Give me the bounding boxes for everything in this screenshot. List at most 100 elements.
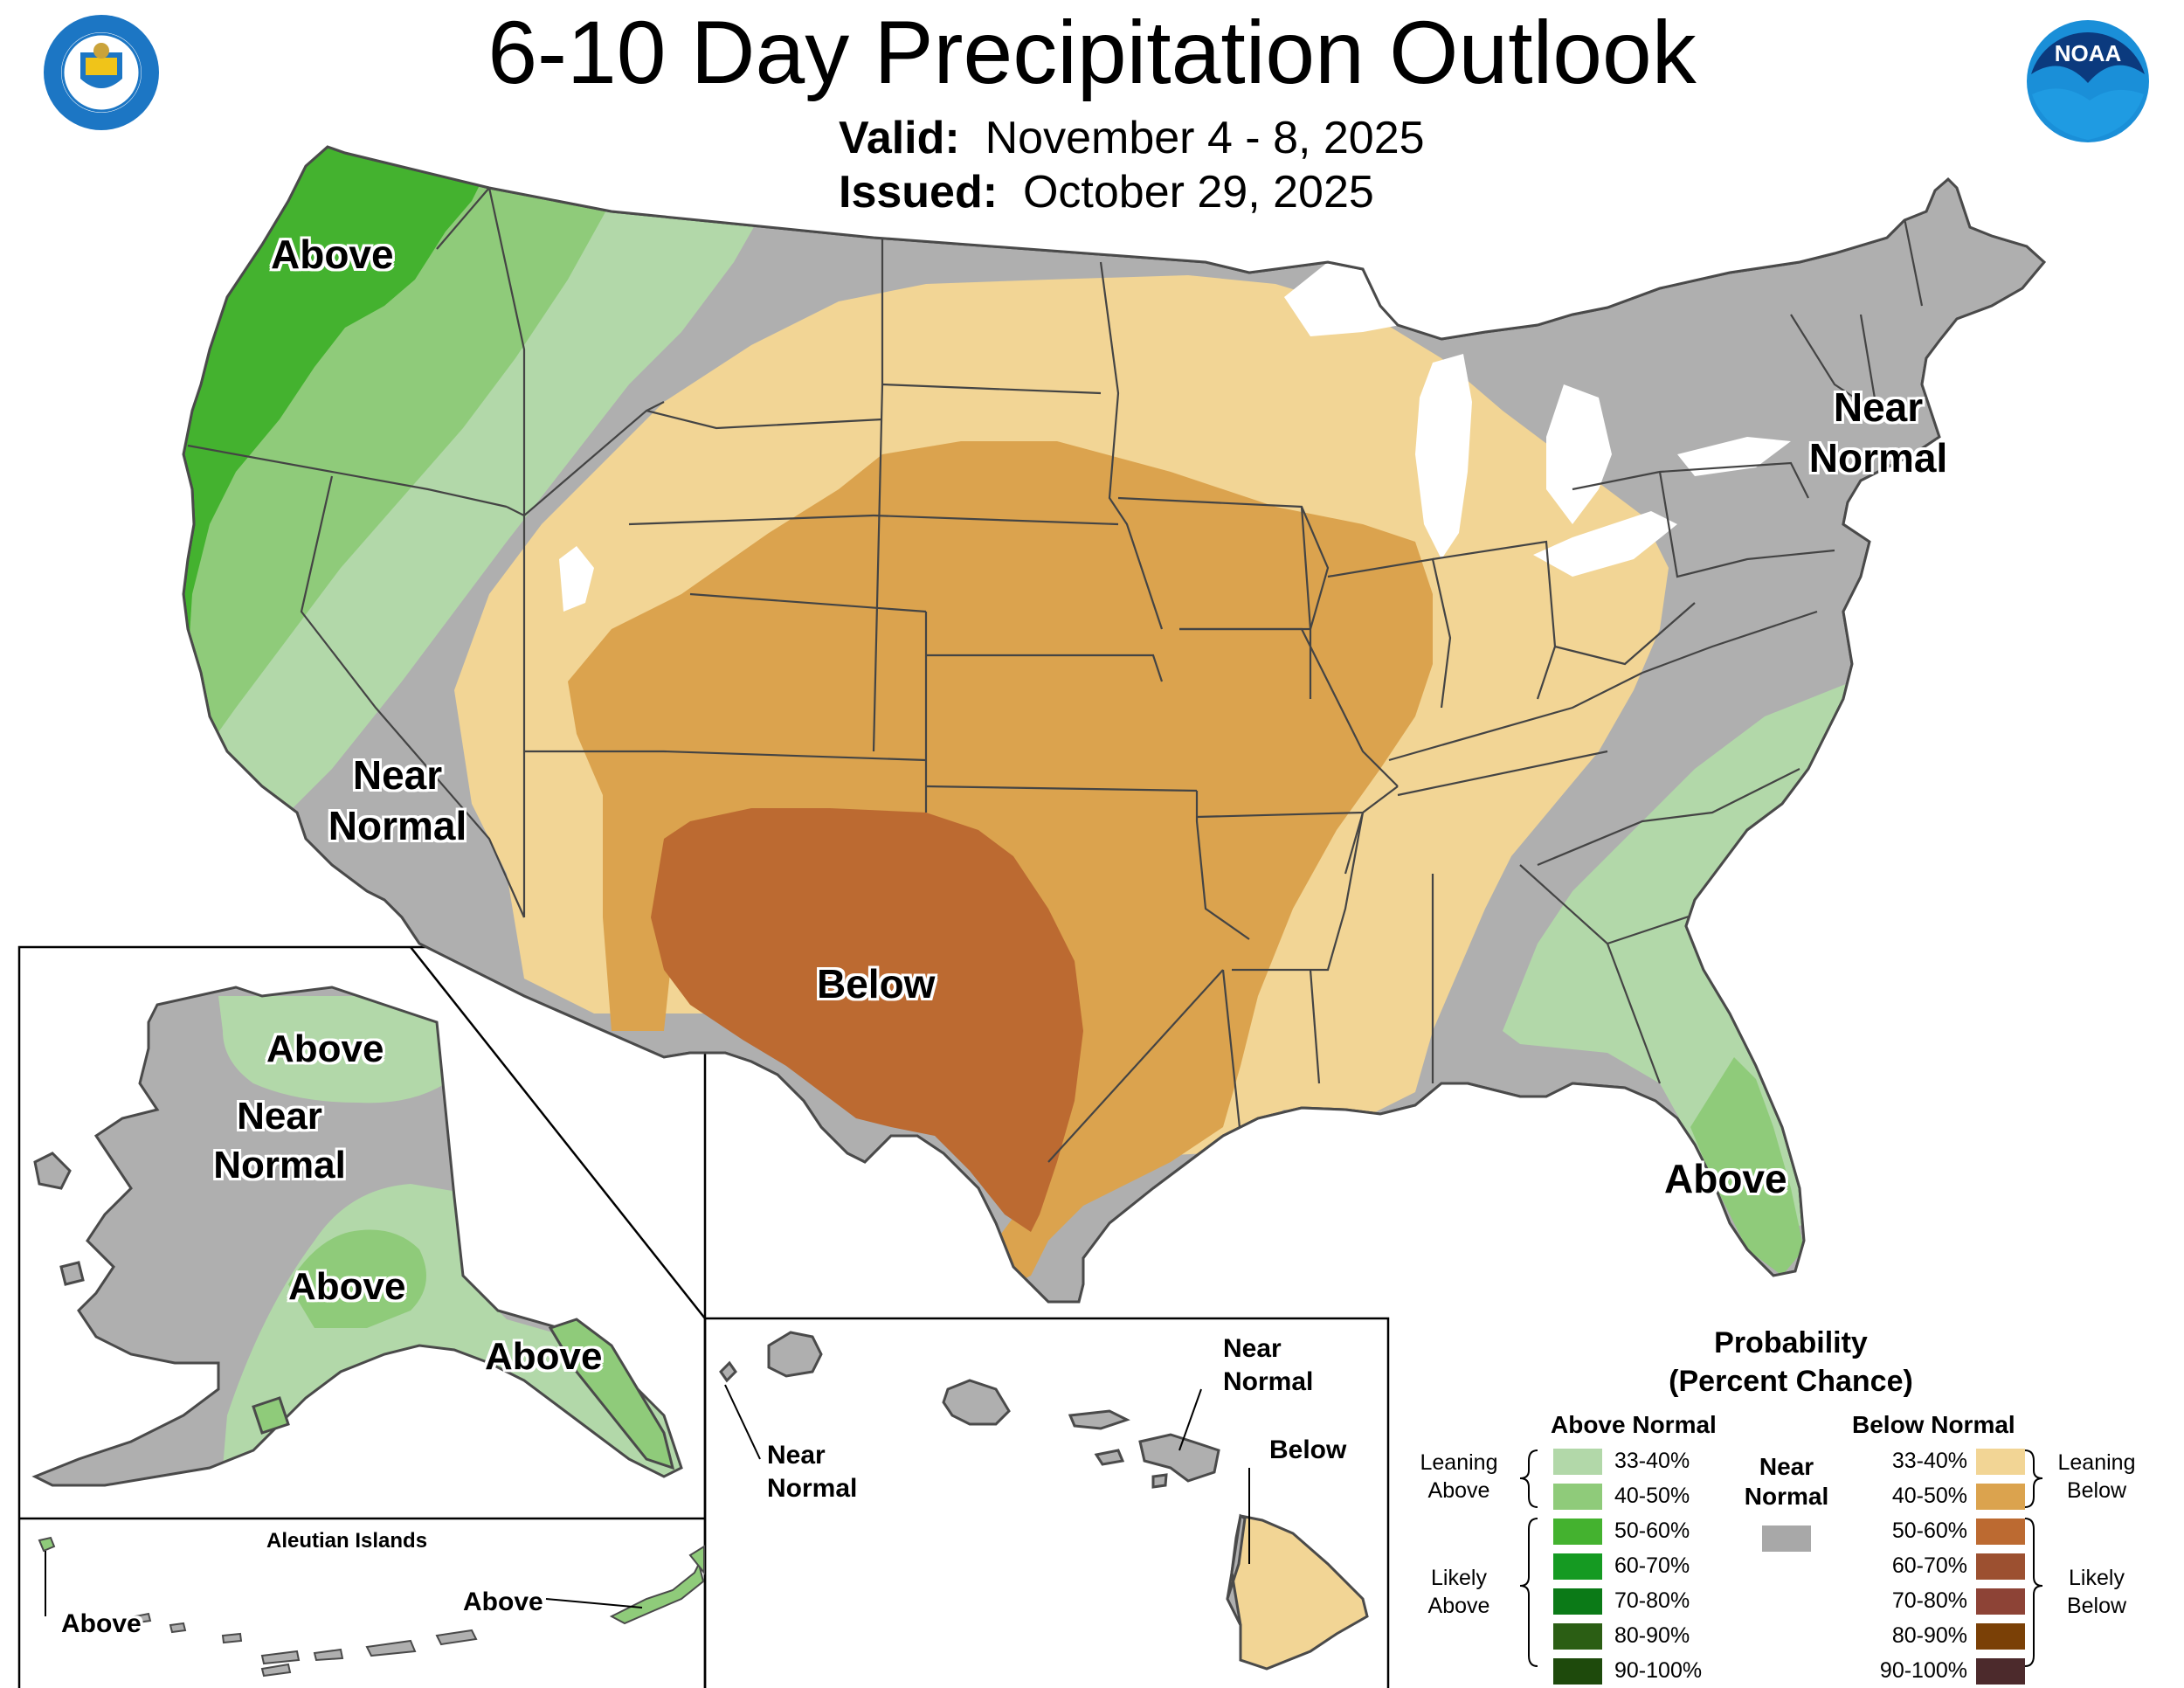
label-near: Near xyxy=(1223,1334,1282,1363)
legend-swatch-above-50-60% xyxy=(1553,1519,1602,1545)
legend-leaning-word: Leaning xyxy=(2057,1450,2136,1475)
legend-swatch-above-33-40% xyxy=(1553,1449,1602,1475)
hawaii-map xyxy=(719,1331,1369,1671)
legend-range-below: 50-60% xyxy=(1891,1519,1967,1543)
legend-range-above: 90-100% xyxy=(1614,1658,1703,1683)
legend-title-probability: Probability xyxy=(1714,1326,1868,1359)
legend-above-word: Above xyxy=(1427,1594,1490,1618)
legend-range-below: 80-90% xyxy=(1891,1623,1967,1648)
hi-label-near-normal-west: Near Normal xyxy=(767,1439,857,1505)
ak-above-40-50 xyxy=(288,1229,426,1328)
lake-huron xyxy=(1546,384,1612,524)
legend-swatch-below-80-90% xyxy=(1976,1623,2025,1650)
page-title: 6-10 Day Precipitation Outlook xyxy=(487,3,1697,102)
legend-near-word: Near xyxy=(1759,1453,1814,1480)
legend-range-below: 40-50% xyxy=(1891,1484,1967,1508)
ak-label-above-north: Above xyxy=(266,1027,384,1070)
ak-label-above-south: Above xyxy=(288,1265,406,1308)
legend-near-normal-label: Near Normal xyxy=(1734,1452,1839,1512)
valid-line: Valid: November 4 - 8, 2025 xyxy=(839,112,1425,164)
aleutian-title: Aleutian Islands xyxy=(266,1529,428,1553)
legend-likely-word: Likely xyxy=(2069,1566,2125,1590)
legend-range-above: 50-60% xyxy=(1614,1519,1690,1543)
legend-leaning-above: Leaning Above xyxy=(1411,1449,1507,1505)
ak-panhandle xyxy=(548,1318,675,1470)
label-near: Near xyxy=(1833,384,1924,430)
state-boundaries xyxy=(187,187,1924,1163)
legend-swatch-above-60-70% xyxy=(1553,1553,1602,1580)
hawaii-inset-frame xyxy=(703,1317,1390,1688)
ak-above-33-40-north xyxy=(218,996,446,1103)
lake-michigan xyxy=(1415,354,1472,559)
inset-frames xyxy=(17,945,1390,1688)
noaa-logo: NOAA xyxy=(2027,20,2149,142)
legend-swatch-above-80-90% xyxy=(1553,1623,1602,1650)
legend-below-word: Below xyxy=(2066,1594,2127,1618)
legend-title-percent: (Percent Chance) xyxy=(1669,1365,1913,1398)
legend-swatch-below-33-40% xyxy=(1976,1449,2025,1475)
label-below-south: Below xyxy=(817,961,936,1007)
legend-normal-word: Normal xyxy=(1744,1483,1829,1510)
legend-likely-below: Likely Below xyxy=(2049,1564,2145,1620)
lake-erie xyxy=(1533,511,1677,577)
legend-range-below: 60-70% xyxy=(1891,1553,1967,1578)
valid-label: Valid: xyxy=(839,113,960,163)
legend-leaning-below: Leaning Below xyxy=(2049,1449,2145,1505)
legend-above-header: Above Normal xyxy=(1551,1411,1717,1438)
legend-range-below: 70-80% xyxy=(1891,1588,1967,1613)
label-normal: Normal xyxy=(213,1144,346,1186)
hi-label-near-normal-east: Near Normal xyxy=(1223,1332,1313,1399)
legend-swatch-above-90-100% xyxy=(1553,1658,1602,1685)
label-near: Near xyxy=(767,1441,826,1470)
legend-swatch-below-50-60% xyxy=(1976,1519,2025,1545)
valid-dates: November 4 - 8, 2025 xyxy=(985,113,1425,163)
noaa-logo-text: NOAA xyxy=(2055,40,2122,66)
label-normal: Normal xyxy=(1223,1367,1314,1396)
aleutian-label-above-west: Above xyxy=(61,1609,142,1638)
legend-swatch-below-40-50% xyxy=(1976,1484,2025,1510)
legend-above-word: Above xyxy=(1427,1478,1490,1503)
hi-label-below: Below xyxy=(1269,1435,1347,1464)
legend-swatch-above-70-80% xyxy=(1553,1588,1602,1615)
legend-swatch-below-60-70% xyxy=(1976,1553,2025,1580)
legend-range-above: 33-40% xyxy=(1614,1449,1690,1473)
label-normal: Normal xyxy=(1808,435,1948,481)
lake-ontario xyxy=(1677,437,1791,476)
above-40-50-region-fl xyxy=(1690,1057,1804,1276)
label-near: Near xyxy=(237,1095,322,1138)
legend-braces xyxy=(1519,1449,2043,1667)
legend-swatch-below-70-80% xyxy=(1976,1588,2025,1615)
legend-likely-word: Likely xyxy=(1431,1566,1487,1590)
label-above-northwest: Above xyxy=(271,232,394,277)
label-normal: Normal xyxy=(767,1474,858,1503)
legend-range-above: 60-70% xyxy=(1614,1553,1690,1578)
legend-range-above: 70-80% xyxy=(1614,1588,1690,1613)
legend-swatch-near-normal xyxy=(1762,1525,1811,1552)
legend-range-above: 80-90% xyxy=(1614,1623,1690,1648)
issued-line: Issued: October 29, 2025 xyxy=(839,166,1374,218)
label-near: Near xyxy=(352,752,443,798)
aleutian-label-above-east: Above xyxy=(463,1588,543,1616)
aleutian-map xyxy=(38,1536,705,1678)
label-above-florida: Above xyxy=(1664,1156,1787,1201)
ak-label-near-normal: Near Normal xyxy=(183,1092,376,1190)
legend-below-word: Below xyxy=(2066,1478,2127,1503)
issued-date: October 29, 2025 xyxy=(1022,167,1374,218)
doc-seal-logo xyxy=(44,15,159,130)
label-near-normal-southwest: Near Normal xyxy=(301,750,494,851)
legend-leaning-word: Leaning xyxy=(1420,1450,1498,1475)
label-near-normal-northeast: Near Normal xyxy=(1782,382,1974,483)
below-50-60-region xyxy=(651,808,1083,1232)
legend-swatch-below-90-100% xyxy=(1976,1658,2025,1685)
legend-range-below: 90-100% xyxy=(1879,1658,1967,1683)
label-normal: Normal xyxy=(328,803,467,848)
legend-range-below: 33-40% xyxy=(1891,1449,1967,1473)
legend-below-header: Below Normal xyxy=(1852,1411,2015,1438)
great-salt-lake xyxy=(559,546,594,612)
issued-label: Issued: xyxy=(839,167,999,218)
legend-likely-above: Likely Above xyxy=(1411,1564,1507,1620)
legend-swatch-above-40-50% xyxy=(1553,1484,1602,1510)
legend-range-above: 40-50% xyxy=(1614,1484,1690,1508)
